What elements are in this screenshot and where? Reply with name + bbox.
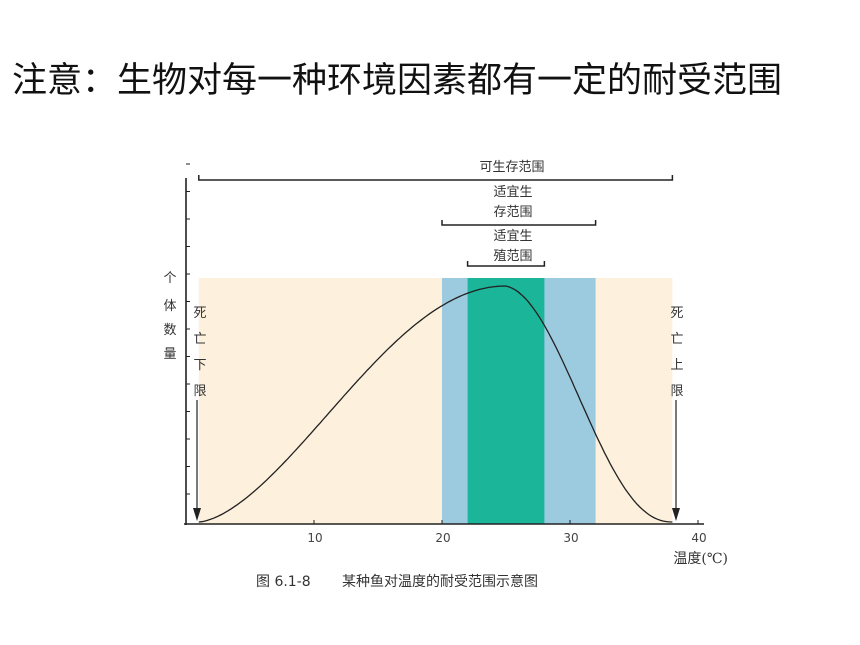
lower-limit-label-char-2: 亡: [193, 332, 206, 347]
x-axis-label: 温度(℃): [673, 551, 728, 567]
suitable-breeding-bracket: [466, 261, 546, 267]
tolerance-band: [198, 278, 673, 524]
y-axis-label-char-3: 数: [163, 323, 176, 338]
lower-limit-label-char-4: 限: [193, 384, 206, 399]
lower-limit-label-char-3: 下: [193, 358, 206, 373]
lower-limit-label-char-1: 死: [193, 306, 206, 321]
population-curve: [198, 285, 673, 523]
upper-limit-label-char-4: 限: [670, 384, 683, 399]
y-axis-label-char-2: 体: [163, 299, 176, 314]
suitable-breeding-band: [467, 278, 545, 524]
range-brackets: [198, 175, 674, 267]
upper-limit-label-char-2: 亡: [670, 332, 683, 347]
suitable-survival-bracket: [441, 220, 597, 226]
y-axis-label-char-4: 量: [163, 347, 176, 362]
figure-caption-text: 某种鱼对温度的耐受范围示意图: [342, 573, 538, 590]
suitable-survival-label-line1: 适宜生: [493, 185, 532, 200]
upper-limit-arrow: [672, 400, 680, 521]
page-headline: 注意：生物对每一种环境因素都有一定的耐受范围: [12, 61, 783, 101]
upper-limit-label-char-1: 死: [670, 306, 683, 321]
upper-limit-label-char-3: 上: [670, 358, 683, 373]
suitable-breeding-label-line2: 殖范围: [493, 248, 532, 264]
x-axis-ticks: [313, 520, 699, 524]
x-tick-label-30: 30: [563, 531, 578, 545]
y-axis-label-char-1: 个: [163, 271, 176, 286]
y-axis-ticks: [186, 163, 190, 495]
x-tick-label-20: 20: [435, 531, 450, 545]
survival-range-label: 可生存范围: [479, 160, 544, 175]
suitable-breeding-label-line1: 适宜生: [493, 229, 532, 244]
suitable-survival-label-line2: 存范围: [493, 205, 532, 220]
lower-limit-arrow: [193, 400, 201, 521]
x-tick-label-40: 40: [691, 531, 706, 545]
x-tick-label-10: 10: [307, 531, 322, 545]
figure-caption-number: 图 6.1-8: [256, 574, 311, 590]
survival-range-bracket: [198, 175, 674, 181]
